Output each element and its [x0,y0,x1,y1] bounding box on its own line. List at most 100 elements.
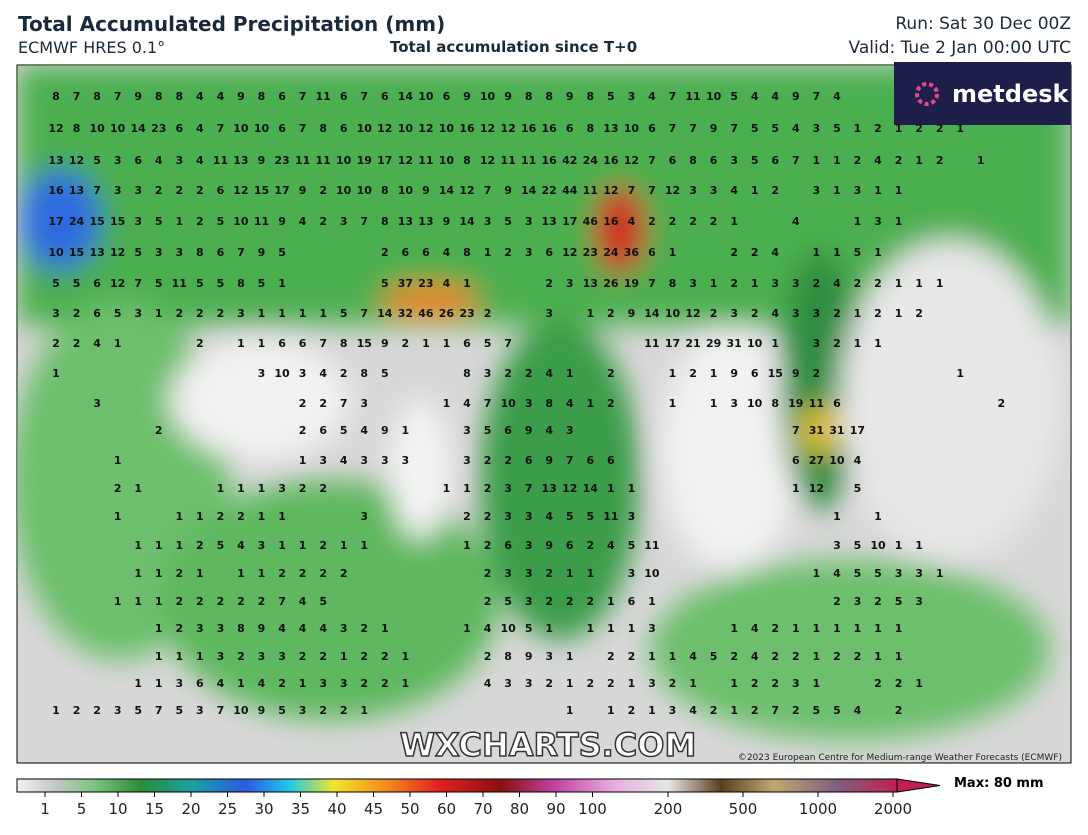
colorbar-label: 80 [510,800,529,818]
grid-value: 7 [792,154,800,167]
grid-value: 2 [155,184,163,197]
grid-value: 37 [398,277,413,290]
grid-value: 4 [751,90,759,103]
grid-value: 4 [278,622,286,635]
grid-value: 7 [360,215,368,228]
grid-value: 2 [73,704,81,717]
grid-value: 1 [278,510,286,523]
grid-value: 6 [299,337,307,350]
grid-value: 16 [542,154,558,167]
grid-value: 1 [792,482,800,495]
grid-value: 3 [463,454,471,467]
grid-value: 5 [628,539,636,552]
grid-value: 9 [504,184,512,197]
grid-value: 1 [52,704,60,717]
grid-value: 4 [340,454,348,467]
grid-value: 2 [751,704,759,717]
grid-value: 6 [566,122,574,135]
grid-value: 8 [319,122,327,135]
grid-value: 1 [977,154,985,167]
grid-value: 8 [175,90,183,103]
grid-value: 2 [237,510,245,523]
grid-value: 15 [357,337,372,350]
grid-value: 3 [628,567,636,580]
grid-value: 46 [583,215,599,228]
grid-value: 7 [319,337,327,350]
grid-value: 3 [299,704,307,717]
grid-value: 9 [545,454,553,467]
grid-value: 1 [196,650,204,663]
grid-value: 9 [237,90,245,103]
grid-value: 1 [730,704,738,717]
grid-value: 2 [730,246,738,259]
grid-value: 4 [463,397,471,410]
grid-value: 4 [833,567,841,580]
grid-value: 6 [586,454,594,467]
colorbar-label: 30 [254,800,273,818]
grid-value: 3 [278,482,286,495]
grid-value: 3 [360,454,368,467]
grid-value: 1 [833,184,841,197]
colorbar-label: 90 [546,800,565,818]
grid-value: 12 [110,277,125,290]
grid-value: 12 [459,184,474,197]
grid-value: 3 [915,567,923,580]
grid-value: 4 [484,677,492,690]
grid-value: 1 [484,246,492,259]
grid-value: 2 [833,307,841,320]
grid-value: 9 [381,424,389,437]
grid-value: 3 [525,595,533,608]
grid-value: 3 [833,539,841,552]
grid-value: 1 [114,337,122,350]
grid-value: 2 [175,307,183,320]
grid-value: 5 [710,650,718,663]
grid-value: 2 [196,307,204,320]
colorbar-arrow [896,778,941,793]
grid-value: 1 [710,397,718,410]
grid-value: 1 [340,650,348,663]
grid-value: 10 [500,397,516,410]
grid-value: 6 [340,122,348,135]
grid-value: 10 [336,184,352,197]
grid-value: 6 [93,277,101,290]
grid-value: 2 [52,337,60,350]
grid-value: 26 [603,277,619,290]
grid-value: 12 [110,246,125,259]
grid-value: 8 [360,367,368,380]
grid-value: 1 [648,704,656,717]
grid-value: 6 [607,454,615,467]
grid-value: 6 [278,90,286,103]
grid-value: 5 [217,215,225,228]
grid-value: 2 [237,595,245,608]
grid-value: 4 [792,122,800,135]
colorbar-label: 10 [108,800,127,818]
grid-value: 3 [134,215,142,228]
grid-value: 8 [463,246,471,259]
grid-value: 5 [771,122,779,135]
grid-value: 3 [854,184,862,197]
grid-value: 2 [484,482,492,495]
grid-value: 2 [299,397,307,410]
grid-value: 10 [665,307,681,320]
grid-value: 1 [586,622,594,635]
grid-value: 4 [484,622,492,635]
grid-value: 14 [131,122,147,135]
grid-value: 1 [874,510,882,523]
grid-value: 5 [566,510,574,523]
grid-value: 2 [813,277,821,290]
grid-value: 1 [669,246,677,259]
grid-value: 2 [771,622,779,635]
grid-value: 2 [792,704,800,717]
grid-value: 1 [278,307,286,320]
grid-value: 2 [545,567,553,580]
grid-value: 2 [710,704,718,717]
grid-value: 2 [360,677,368,690]
grid-value: 1 [936,277,944,290]
grid-value: 5 [813,704,821,717]
grid-value: 6 [751,367,759,380]
grid-value: 7 [484,184,492,197]
grid-value: 6 [278,337,286,350]
grid-value: 1 [196,510,204,523]
grid-value: 3 [237,307,245,320]
grid-value: 8 [525,90,533,103]
